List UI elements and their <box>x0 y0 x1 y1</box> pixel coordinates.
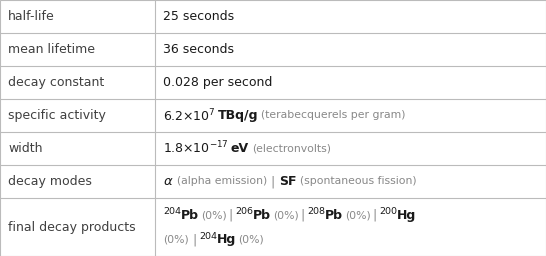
Text: (0%): (0%) <box>201 210 227 220</box>
Text: Hg: Hg <box>217 233 236 246</box>
Text: (0%): (0%) <box>273 210 299 220</box>
Text: final decay products: final decay products <box>8 220 135 233</box>
Text: (spontaneous fission): (spontaneous fission) <box>300 176 416 187</box>
Text: Pb: Pb <box>253 209 271 222</box>
Text: Pb: Pb <box>325 209 343 222</box>
Text: $\alpha$: $\alpha$ <box>163 175 174 188</box>
Text: half-life: half-life <box>8 10 55 23</box>
Text: |: | <box>271 175 275 188</box>
Text: Hg: Hg <box>397 209 416 222</box>
Text: $1.8{\times}10^{-17}$: $1.8{\times}10^{-17}$ <box>163 140 229 157</box>
Text: specific activity: specific activity <box>8 109 106 122</box>
Text: decay constant: decay constant <box>8 76 104 89</box>
Text: (electronvolts): (electronvolts) <box>252 144 331 154</box>
Text: |: | <box>373 209 377 222</box>
Text: TBq/g: TBq/g <box>218 109 258 122</box>
Text: 208: 208 <box>307 207 325 216</box>
Text: |: | <box>301 209 305 222</box>
Text: 25 seconds: 25 seconds <box>163 10 234 23</box>
Text: mean lifetime: mean lifetime <box>8 43 95 56</box>
Text: (alpha emission): (alpha emission) <box>176 176 267 187</box>
Text: 204: 204 <box>163 207 181 216</box>
Text: (terabecquerels per gram): (terabecquerels per gram) <box>261 111 406 121</box>
Text: 200: 200 <box>379 207 397 216</box>
Text: 204: 204 <box>199 232 217 241</box>
Text: width: width <box>8 142 43 155</box>
Text: $6.2{\times}10^{7}$: $6.2{\times}10^{7}$ <box>163 107 216 124</box>
Text: (0%): (0%) <box>238 235 264 245</box>
Text: 0.028 per second: 0.028 per second <box>163 76 272 89</box>
Text: Pb: Pb <box>181 209 199 222</box>
Text: (0%): (0%) <box>163 235 189 245</box>
Text: (0%): (0%) <box>345 210 371 220</box>
Text: 36 seconds: 36 seconds <box>163 43 234 56</box>
Text: decay modes: decay modes <box>8 175 92 188</box>
Text: |: | <box>229 209 233 222</box>
Text: |: | <box>193 233 197 246</box>
Text: 206: 206 <box>235 207 253 216</box>
Text: eV: eV <box>231 142 249 155</box>
Text: SF: SF <box>279 175 296 188</box>
